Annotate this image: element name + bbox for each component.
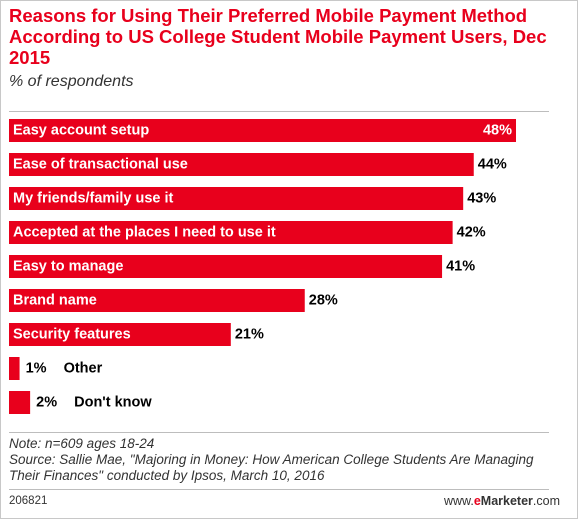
category-label: Brand name xyxy=(13,293,97,309)
category-label: Easy to manage xyxy=(13,259,123,275)
chart-id: 206821 xyxy=(9,495,48,507)
brand-logo: www.eMarketer.com xyxy=(444,494,560,508)
chart-subtitle: % of respondents xyxy=(9,73,134,90)
bar-2 xyxy=(9,187,464,210)
value-label: 42% xyxy=(457,225,486,241)
value-label: 1% xyxy=(26,361,47,377)
category-label: Other xyxy=(64,361,103,377)
bar-4 xyxy=(9,255,443,278)
bar-3 xyxy=(9,221,453,244)
source-text: Source: Sallie Mae, "Majoring in Money: … xyxy=(9,452,534,483)
category-label: Accepted at the places I need to use it xyxy=(13,225,276,241)
bar-8 xyxy=(9,391,31,414)
bar-7 xyxy=(9,357,20,380)
bar-0 xyxy=(9,119,516,142)
value-label: 44% xyxy=(478,157,507,173)
footer-divider xyxy=(9,489,549,490)
value-label: 43% xyxy=(467,191,496,207)
category-label: My friends/family use it xyxy=(13,191,174,207)
category-label: Ease of transactional use xyxy=(13,157,188,173)
category-label: Easy account setup xyxy=(13,123,149,139)
brand-prefix: www. xyxy=(443,494,474,508)
brand-suffix: .com xyxy=(532,494,560,508)
value-label: 2% xyxy=(36,395,57,411)
bar-1 xyxy=(9,153,474,176)
value-label: 41% xyxy=(446,259,475,275)
chart-title: Reasons for Using Their Preferred Mobile… xyxy=(9,5,547,68)
brand-name: Marketer xyxy=(480,494,533,508)
chart-notes: Note: n=609 ages 18-24 Source: Sallie Ma… xyxy=(9,436,554,484)
bar-5 xyxy=(9,289,305,312)
value-label: 48% xyxy=(483,123,512,139)
bar-chart: Easy account setup 48% Ease of transaction… xyxy=(9,119,516,414)
value-label: 21% xyxy=(235,327,264,343)
category-label: Don't know xyxy=(74,395,152,411)
category-label: Security features xyxy=(13,327,131,343)
top-divider xyxy=(9,111,549,112)
value-label: 28% xyxy=(309,293,338,309)
bottom-divider xyxy=(9,432,549,433)
note-text: Note: n=609 ages 18-24 xyxy=(9,436,155,451)
brand-accent: e xyxy=(473,494,481,508)
bar-6 xyxy=(9,323,231,346)
